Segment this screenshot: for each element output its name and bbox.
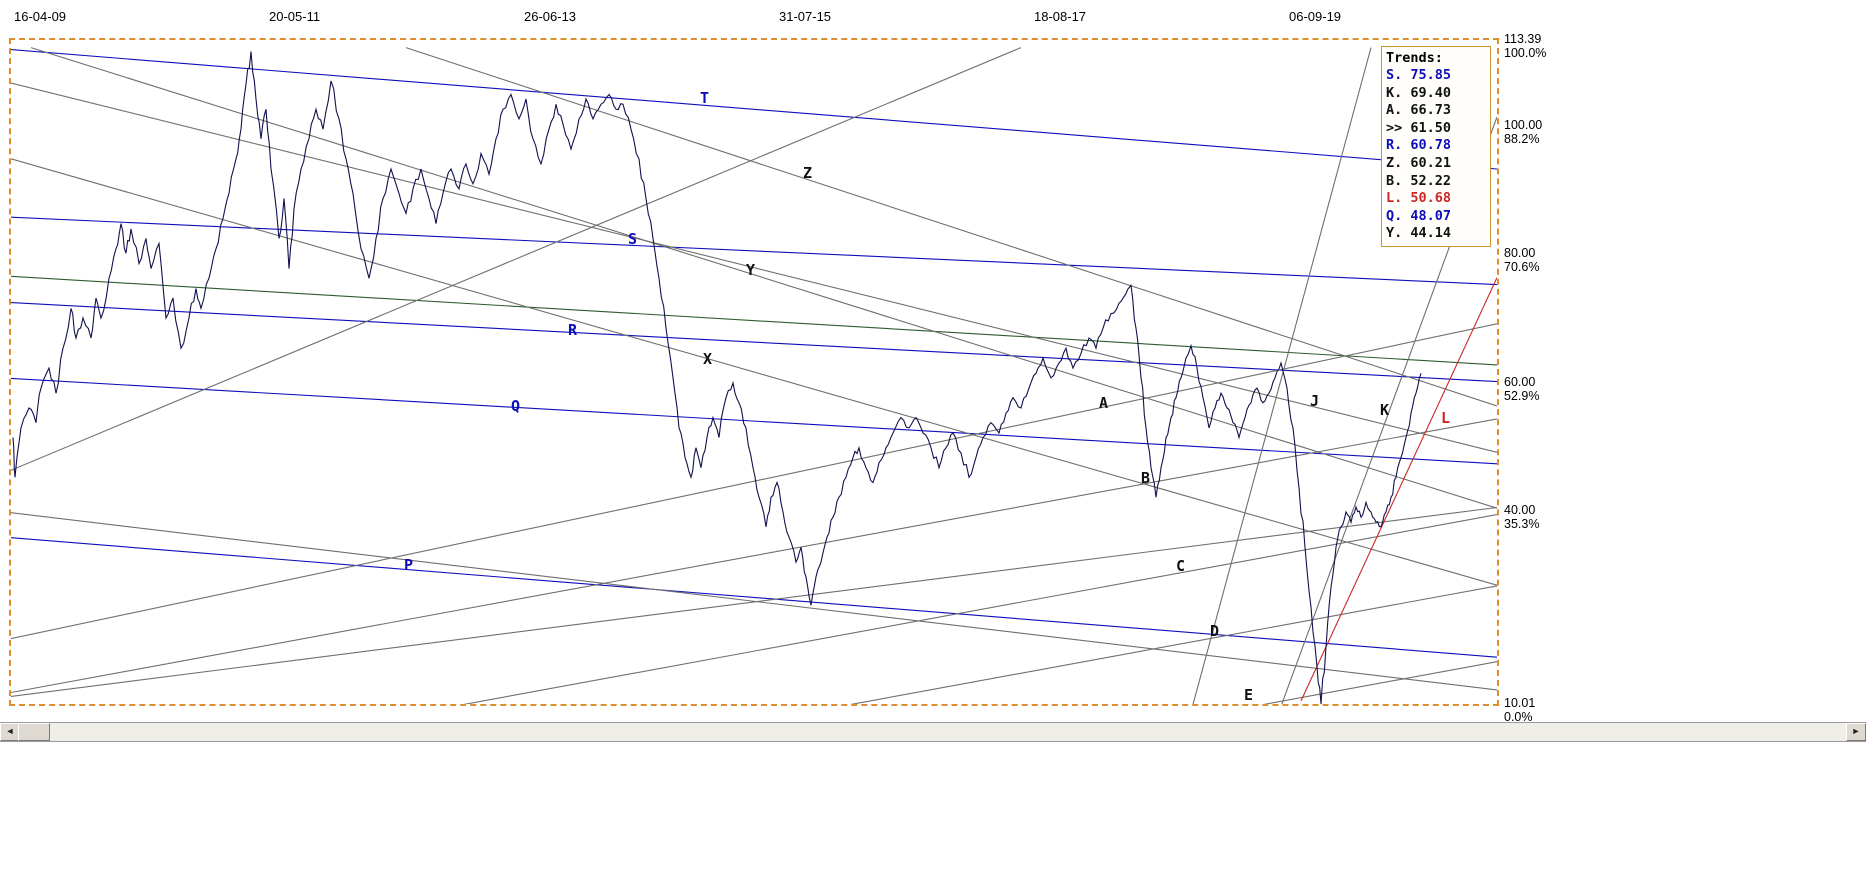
y-axis-fib-percent-label: 88.2% (1504, 132, 1540, 146)
trend-line-Q[interactable] (11, 377, 1497, 465)
trends-legend-title: Trends: (1386, 50, 1443, 66)
trend-line-STEEP1[interactable] (1191, 47, 1372, 704)
trend-line-T[interactable] (11, 49, 1497, 170)
trend-value-row: K. 69.40 (1386, 84, 1452, 101)
x-axis-date-label: 20-05-11 (269, 9, 321, 24)
trend-value-row: >> 61.50 (1386, 119, 1452, 136)
trend-line-GREEN1[interactable] (11, 275, 1497, 366)
x-axis-date-label: 16-04-09 (14, 9, 67, 24)
trend-line-B[interactable] (11, 418, 1497, 694)
scrollbar-thumb[interactable] (18, 723, 50, 741)
y-axis-fib-percent-label: 35.3% (1504, 517, 1540, 532)
trend-line-J[interactable] (11, 82, 1497, 453)
x-axis-date-label: 18-08-17 (1034, 9, 1087, 24)
trend-line-G1[interactable] (11, 47, 1022, 471)
trend-value-row: Q. 48.07 (1386, 207, 1452, 224)
trends-legend: Trends: S. 75.85 K. 69.40 A. 66.73 >> 61.50… (1381, 46, 1491, 247)
scrollbar-left-button[interactable]: ◄ (0, 723, 20, 741)
left-arrow-icon: ◄ (5, 726, 15, 736)
y-axis-price-label: 60.00 (1504, 374, 1536, 389)
price-plot-canvas (11, 47, 1497, 704)
y-axis-fib-percent-label: 70.6% (1504, 260, 1540, 275)
trend-line-C[interactable] (424, 514, 1497, 704)
trend-line-D[interactable] (811, 585, 1497, 704)
trends-legend-rows: S. 75.85 K. 69.40 A. 66.73 >> 61.50 R. 60.78… (1386, 67, 1486, 243)
trend-line-A[interactable] (11, 323, 1497, 640)
x-axis-date-label: 31-07-15 (779, 9, 832, 24)
y-axis-price-label: 100.00 (1504, 118, 1543, 132)
trend-line-L[interactable] (1300, 277, 1497, 702)
y-axis-fib-percent-label: 100.0% (1504, 46, 1547, 60)
y-axis-fib-percent-label: 52.9% (1504, 388, 1540, 403)
horizontal-scrollbar[interactable]: ◄ ► (0, 722, 1866, 742)
y-axis-price-label: 40.00 (1504, 503, 1536, 518)
trend-line-G2[interactable] (11, 512, 1497, 691)
x-axis-date-label: 06-09-19 (1289, 9, 1342, 24)
trend-line-E[interactable] (1224, 661, 1497, 704)
y-axis-fib-percent-label: 0.0% (1504, 710, 1533, 724)
trend-line-G3[interactable] (11, 506, 1497, 697)
scrollbar-track[interactable] (18, 723, 1848, 741)
trend-line-Z[interactable] (405, 47, 1497, 407)
right-arrow-icon: ► (1851, 726, 1861, 736)
x-axis-date-label: 26-06-13 (524, 9, 577, 24)
trend-value-row: R. 60.78 (1386, 137, 1452, 154)
trend-value-row: A. 66.73 (1386, 102, 1452, 119)
trend-line-S[interactable] (11, 216, 1497, 286)
trend-value-row: S. 75.85 (1386, 67, 1452, 83)
trend-value-row: Z. 60.21 (1386, 154, 1452, 171)
trend-line-X[interactable] (11, 158, 1497, 586)
trend-value-row: L. 50.68 (1386, 190, 1452, 207)
y-axis-price-label: 113.39 (1504, 32, 1542, 46)
trend-value-row: Y. 44.14 (1386, 225, 1452, 242)
trend-line-Y[interactable] (30, 47, 1497, 509)
trend-line-P[interactable] (11, 537, 1497, 658)
y-axis-price-label: 80.00 (1504, 246, 1536, 261)
scrollbar-right-button[interactable]: ► (1846, 723, 1866, 741)
price-series-line (12, 51, 1422, 704)
y-axis-price-label: 10.01 (1504, 696, 1536, 710)
trend-value-row: B. 52.22 (1386, 172, 1452, 189)
trend-line-R[interactable] (11, 302, 1497, 383)
